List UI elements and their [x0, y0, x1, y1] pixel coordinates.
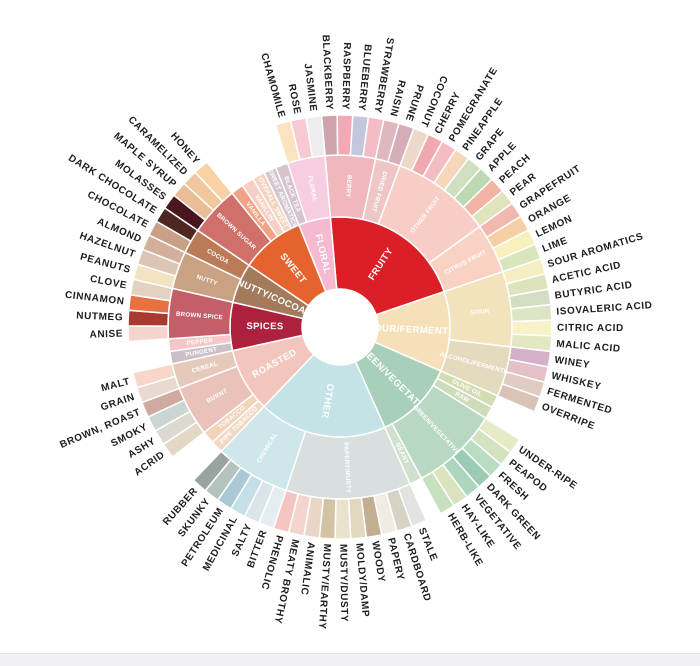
label-l3-isovaleric-acid: ISOVALERIC ACID — [556, 300, 653, 318]
label-l2-pepper: PEPPER — [186, 337, 213, 347]
label-l3-malic-acid: MALIC ACID — [556, 339, 621, 355]
label-l3-malt: MALT — [100, 376, 131, 394]
label-l3-jasmine: JASMINE — [301, 63, 318, 113]
label-l2-sour: SOUR — [470, 308, 490, 317]
label-l3-raisin: RAISIN — [387, 79, 407, 118]
label-l3-woody: WOODY — [369, 540, 387, 583]
page-bottom-strip — [0, 653, 700, 666]
label-l1-spices: SPICES — [246, 321, 283, 332]
label-l3-lime: LIME — [541, 235, 569, 255]
label-l3-citric-acid: CITRIC ACID — [557, 323, 624, 334]
label-l2-papery-musty: PAPERY/MUSTY — [342, 442, 352, 494]
label-l3-nutmeg: NUTMEG — [76, 311, 123, 324]
label-l3-musty-dusty: MUSTY/DUSTY — [337, 544, 349, 622]
label-l3-musty-earthy: MUSTY/EARTHY — [316, 543, 332, 630]
label-l3-raspberry: RASPBERRY — [339, 42, 352, 110]
label-l3-blueberry: BLUEBERRY — [356, 44, 373, 112]
label-l3-animalic: ANIMALIC — [298, 541, 316, 596]
label-l3-papery: PAPERY — [385, 537, 406, 582]
label-l3-blackberry: BLACKBERRY — [320, 34, 335, 110]
label-l3-moldy-damp: MOLDY/DAMP — [353, 543, 370, 618]
label-l3-anise: ANISE — [89, 329, 123, 341]
wedge-l3-citric-acid — [511, 319, 553, 337]
label-l3-winey: WINEY — [554, 355, 591, 371]
label-l1-sour-fermented: SOUR/FERMENTED — [367, 323, 462, 338]
label-l3-clove: CLOVE — [89, 274, 128, 292]
wedge-l3-jasmine — [305, 114, 326, 159]
label-l3-rose: ROSE — [286, 83, 303, 115]
label-l2-brown-spice: BROWN SPICE — [176, 311, 224, 322]
label-l2-berry: BERRY — [344, 175, 352, 199]
label-l3-cinnamon: CINNAMON — [64, 290, 125, 308]
wedge-l3-musty-dusty — [334, 497, 352, 540]
label-l3-chamomile: CHAMOMILE — [258, 52, 287, 120]
wedge-l3-anise — [127, 325, 170, 343]
